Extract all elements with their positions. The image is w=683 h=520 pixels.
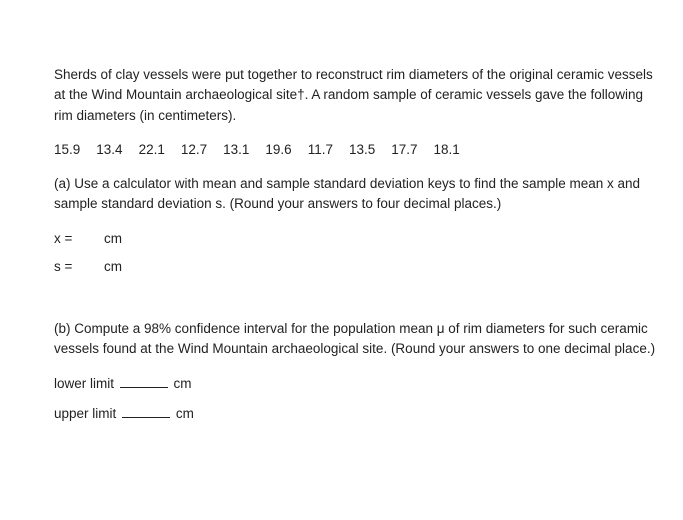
data-value: 22.1: [139, 140, 165, 160]
upper-limit-row: upper limit cm: [54, 404, 663, 424]
upper-limit-blank[interactable]: [122, 404, 170, 418]
x-unit: cm: [104, 229, 122, 249]
s-unit: cm: [104, 257, 122, 277]
data-values-row: 15.9 13.4 22.1 12.7 13.1 19.6 11.7 13.5 …: [54, 140, 663, 160]
upper-limit-unit: cm: [176, 406, 194, 421]
s-row: s = cm: [54, 257, 663, 277]
data-value: 13.5: [349, 140, 375, 160]
lower-limit-label: lower limit: [54, 376, 114, 391]
question-container: Sherds of clay vessels were put together…: [0, 0, 683, 454]
lower-limit-blank[interactable]: [120, 374, 168, 388]
s-label: s =: [54, 257, 84, 277]
data-value: 13.4: [96, 140, 122, 160]
data-value: 19.6: [265, 140, 291, 160]
data-value: 13.1: [223, 140, 249, 160]
data-value: 11.7: [308, 140, 333, 160]
data-value: 15.9: [54, 140, 80, 160]
data-value: 17.7: [391, 140, 417, 160]
lower-limit-unit: cm: [174, 376, 192, 391]
upper-limit-label: upper limit: [54, 406, 116, 421]
data-value: 12.7: [181, 140, 207, 160]
x-row: x = cm: [54, 229, 663, 249]
intro-text: Sherds of clay vessels were put together…: [54, 65, 663, 126]
part-a-text: (a) Use a calculator with mean and sampl…: [54, 174, 663, 215]
lower-limit-row: lower limit cm: [54, 374, 663, 394]
section-gap: [54, 285, 663, 319]
part-b-text: (b) Compute a 98% confidence interval fo…: [54, 319, 663, 360]
x-label: x =: [54, 229, 84, 249]
data-value: 18.1: [434, 140, 460, 160]
